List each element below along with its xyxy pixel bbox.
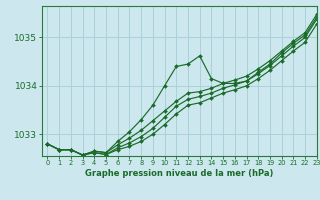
X-axis label: Graphe pression niveau de la mer (hPa): Graphe pression niveau de la mer (hPa) [85,169,273,178]
